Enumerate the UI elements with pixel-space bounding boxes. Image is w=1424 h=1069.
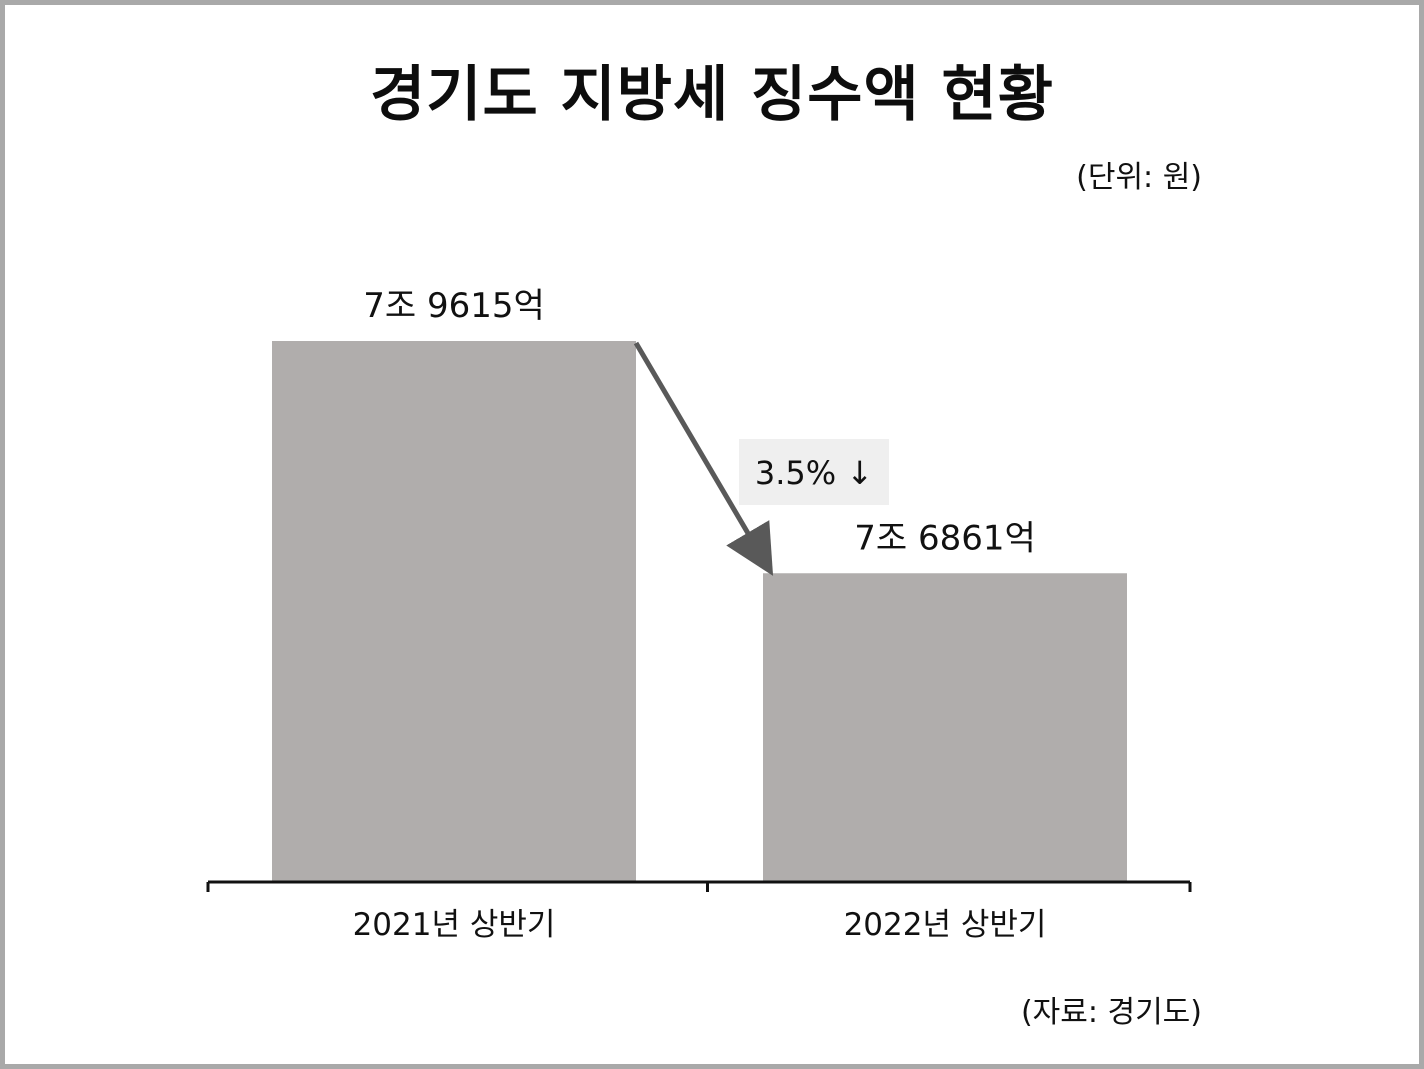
category-label-1: 2021년 상반기 (353, 907, 556, 943)
data-label-1: 7조 9615억 (363, 286, 545, 326)
chart-title: 경기도 지방세 징수액 현황 (370, 60, 1054, 130)
bar-2 (763, 573, 1127, 882)
change-badge (739, 439, 889, 505)
bar-1 (272, 341, 636, 882)
source-note: (자료: 경기도) (1020, 995, 1202, 1030)
unit-note: (단위: 원) (1076, 160, 1202, 195)
data-label-2: 7조 6861억 (854, 518, 1036, 558)
category-label-2: 2022년 상반기 (844, 907, 1047, 943)
change-percent-label: 3.5% ↓ (755, 454, 873, 492)
decrease-arrow (633, 341, 774, 576)
